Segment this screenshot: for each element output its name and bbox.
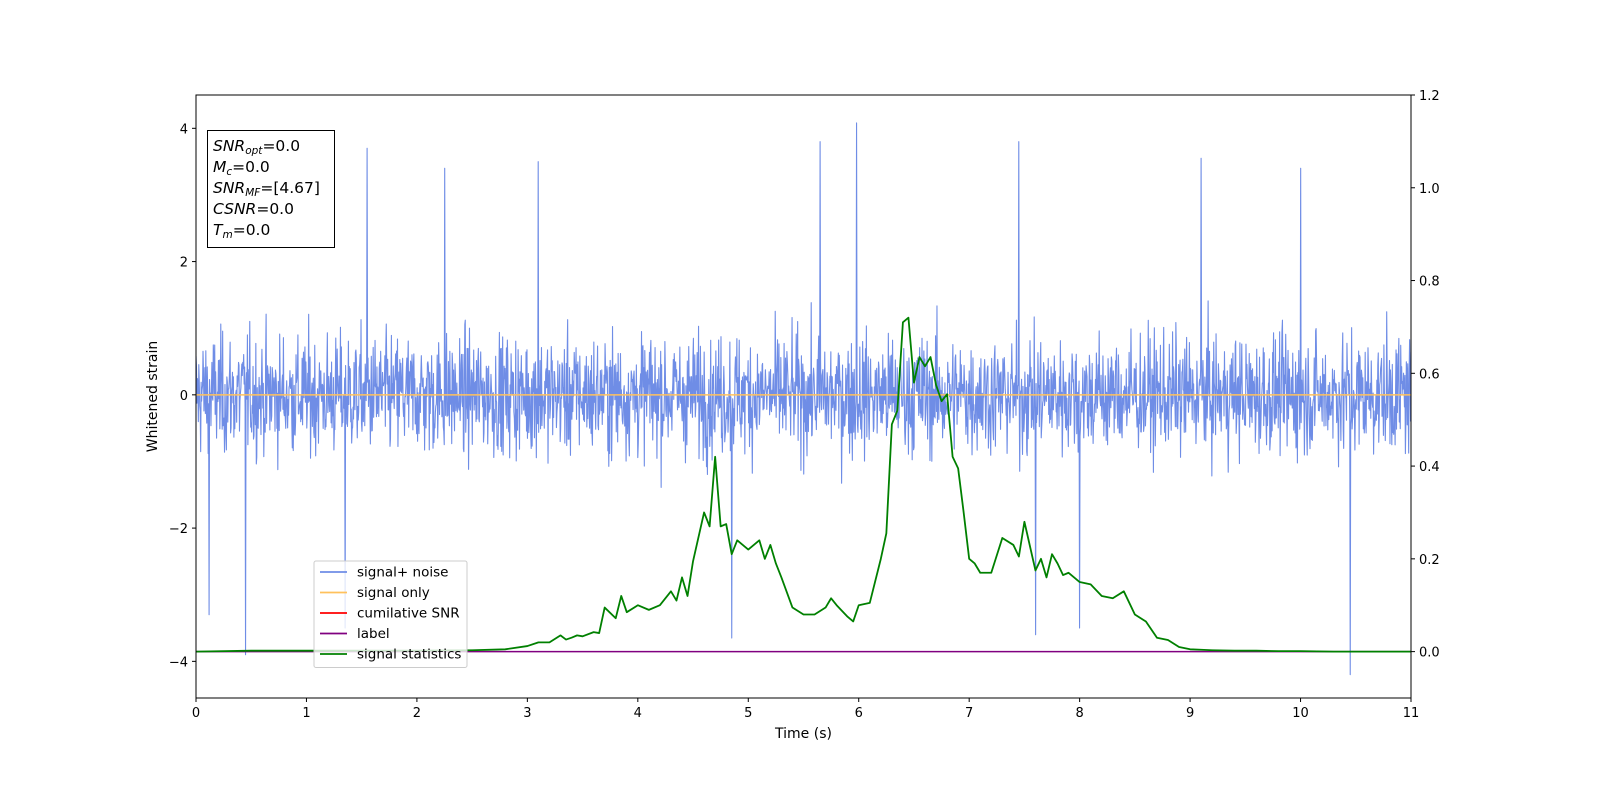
series-signal-noise xyxy=(196,122,1411,676)
legend-label: signal only xyxy=(357,585,430,601)
stats-row-snr-mf: SNRMF=[4.67] xyxy=(213,179,320,199)
x-tick-label: 4 xyxy=(634,706,642,721)
legend-label: label xyxy=(357,626,390,642)
axes-frame xyxy=(195,94,1412,699)
y-left-tick-label: −4 xyxy=(169,655,188,670)
stats-row-mc: Mc=0.0 xyxy=(213,158,270,178)
stats-row-snr-opt: SNRopt=0.0 xyxy=(213,137,301,157)
legend: signal+ noise signal only cumilative SNR la… xyxy=(313,560,468,668)
x-tick-label: 6 xyxy=(855,706,863,721)
legend-label: signal statistics xyxy=(357,647,461,663)
y-right-tick-label: 1.0 xyxy=(1419,182,1440,197)
stats-row-csnr: CSNR=0.0 xyxy=(213,200,294,218)
y-axis-left: −4 −2 0 2 4 xyxy=(169,122,196,670)
y-right-tick-label: 1.2 xyxy=(1419,89,1440,104)
y-axis-right: 0.0 0.2 0.4 0.6 0.8 1.0 1.2 xyxy=(1411,89,1440,661)
x-tick-label: 5 xyxy=(744,706,752,721)
x-tick-label: 9 xyxy=(1186,706,1194,721)
legend-box xyxy=(313,560,468,668)
y-right-tick-label: 0.8 xyxy=(1419,275,1440,290)
x-tick-label: 0 xyxy=(192,706,200,721)
series-signal-noise-line xyxy=(196,122,1411,676)
y-left-tick-label: 4 xyxy=(180,122,188,137)
y-left-tick-label: −2 xyxy=(169,522,188,537)
series-signal-statistics-line xyxy=(196,316,1411,653)
y-right-tick-label: 0.6 xyxy=(1419,367,1440,382)
y-left-tick-label: 2 xyxy=(180,256,188,271)
y-right-tick-label: 0.2 xyxy=(1419,553,1440,568)
x-axis: 0 1 2 3 4 5 6 7 8 9 10 11 xyxy=(192,698,1419,721)
x-tick-label: 8 xyxy=(1075,706,1083,721)
stats-row-tm: Tm=0.0 xyxy=(213,221,271,241)
x-tick-label: 2 xyxy=(413,706,421,721)
legend-label: signal+ noise xyxy=(357,565,448,581)
x-tick-label: 3 xyxy=(523,706,531,721)
y-right-tick-label: 0.4 xyxy=(1419,460,1440,475)
y-right-tick-label: 0.0 xyxy=(1419,646,1440,661)
x-tick-label: 7 xyxy=(965,706,973,721)
y-axis-label: Whitened strain xyxy=(145,341,161,452)
x-tick-label: 1 xyxy=(302,706,310,721)
stats-annotation-box: SNRopt=0.0 Mc=0.0 SNRMF=[4.67] CSNR=0.0 … xyxy=(207,130,335,248)
x-tick-label: 10 xyxy=(1292,706,1309,721)
x-tick-label: 11 xyxy=(1403,706,1420,721)
legend-label: cumilative SNR xyxy=(357,606,460,622)
y-left-tick-label: 0 xyxy=(180,389,188,404)
x-axis-label: Time (s) xyxy=(774,726,832,742)
